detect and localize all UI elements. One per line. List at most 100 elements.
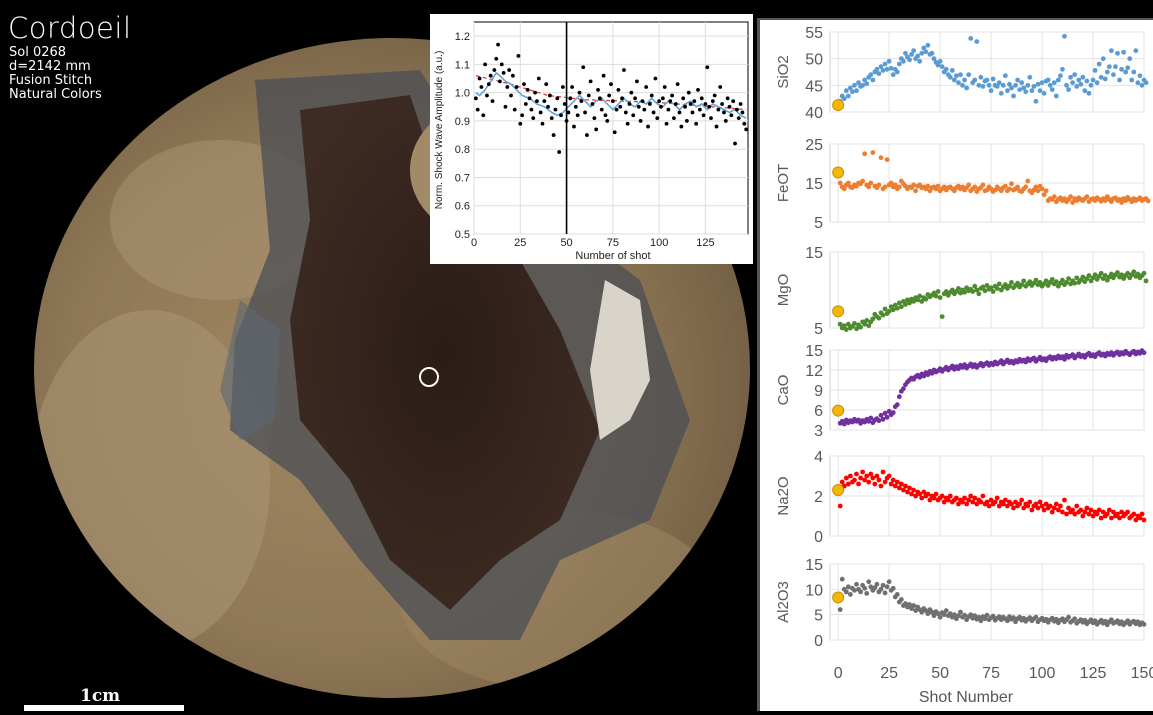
al2o3-data-point: [854, 581, 859, 587]
mgo-data-point: [880, 312, 886, 318]
shock-data-point: [647, 102, 652, 106]
mgo-data-point: [866, 323, 872, 329]
na2o-data-point: [1029, 507, 1035, 513]
shock-xtick-label: 75: [607, 237, 619, 249]
mgo-data-point: [845, 321, 851, 327]
feot-data-point: [1041, 192, 1047, 198]
feot-data-point: [1033, 184, 1039, 190]
mgo-data-point: [1119, 272, 1124, 278]
sio2-data-point: [1117, 77, 1122, 83]
shock-data-point: [577, 90, 582, 95]
na2o-data-point: [992, 499, 998, 505]
al2o3-data-point: [874, 581, 880, 587]
mgo-data-point: [956, 286, 961, 291]
shock-data-point: [694, 121, 699, 126]
mgo-data-point: [915, 297, 921, 303]
cao-ytick-label: 3: [814, 423, 823, 440]
shock-data-point: [696, 87, 700, 92]
shock-xtick-label: 125: [696, 237, 714, 249]
mgo-data-point: [890, 307, 896, 313]
shock-data-point: [481, 113, 486, 118]
mgo-data-point: [864, 318, 870, 323]
al2o3-data-point: [882, 590, 888, 596]
feot-data-point: [888, 180, 894, 186]
shock-ytick-label: 0.5: [455, 229, 470, 241]
na2o-data-point: [1025, 503, 1031, 509]
sio2-data-point: [921, 45, 927, 51]
al2o3-data-point: [1004, 618, 1010, 624]
al2o3-data-point: [880, 582, 886, 588]
sio2-data-point: [1068, 74, 1073, 80]
shock-data-point: [536, 76, 541, 81]
cao-reference-marker: [832, 404, 845, 417]
panels-xtick-label: 75: [982, 665, 1000, 682]
shock-plot-area: [473, 21, 749, 235]
sio2-data-point: [1123, 69, 1129, 75]
sio2-data-point: [966, 72, 972, 78]
sio2-data-point: [939, 64, 945, 70]
mgo-data-point: [1015, 280, 1020, 286]
na2o-data-point: [968, 493, 974, 499]
na2o-data-point: [854, 471, 859, 477]
na2o-data-point: [1062, 497, 1067, 503]
al2o3-data-point: [862, 585, 868, 591]
shock-data-point: [714, 124, 719, 129]
mgo-data-point: [843, 327, 849, 332]
mgo-ytick-label: 5: [814, 321, 823, 338]
sio2-data-point: [931, 56, 937, 62]
na2o-data-point: [901, 487, 906, 493]
sio2-data-point: [974, 39, 980, 44]
sio2-data-point: [1027, 74, 1033, 80]
mgo-data-point: [984, 283, 990, 288]
sio2-data-point: [919, 50, 925, 56]
feot-data-point: [972, 184, 978, 190]
al2o3-data-point: [984, 612, 990, 618]
sio2-data-point: [1041, 90, 1047, 96]
na2o-data-point: [905, 489, 910, 495]
mgo-data-point: [1002, 282, 1008, 288]
shock-data-point: [512, 107, 517, 112]
sio2-data-point: [868, 72, 874, 78]
sio2-ytick-label: 55: [805, 25, 823, 42]
shock-data-point: [703, 102, 708, 106]
shock-data-point: [520, 113, 525, 118]
sio2-data-point: [1113, 64, 1118, 70]
al2o3-data-point: [884, 584, 890, 590]
shock-data-point: [592, 116, 597, 121]
feot-data-point: [1070, 200, 1076, 205]
na2o-data-point: [898, 481, 904, 487]
feot-data-point: [860, 178, 866, 184]
sio2-data-point: [1090, 77, 1096, 83]
sio2-data-point: [1033, 98, 1039, 104]
mgo-data-point: [907, 300, 912, 306]
mgo-data-point: [858, 324, 863, 330]
panels-xtick-label: 50: [931, 665, 949, 682]
al2o3-data-point: [1092, 618, 1098, 624]
na2o-data-point: [1082, 509, 1088, 515]
mgo-data-point: [988, 285, 994, 291]
shock-data-point: [664, 121, 669, 126]
mgo-data-point: [1102, 273, 1108, 278]
mgo-data-point: [974, 287, 980, 293]
sio2-data-point: [978, 74, 984, 80]
sio2-data-point: [1053, 93, 1059, 99]
mgo-data-point: [876, 315, 882, 321]
sio2-data-point: [1111, 72, 1116, 78]
na2o-data-point: [1051, 505, 1057, 511]
na2o-data-point: [1055, 507, 1061, 513]
sio2-data-point: [1066, 87, 1071, 92]
feot-data-point: [1035, 188, 1041, 194]
sio2-data-point: [911, 48, 916, 54]
shock-data-point: [562, 102, 567, 106]
feot-data-point: [892, 182, 898, 188]
shock-data-point: [575, 113, 580, 118]
feot-data-point: [1119, 200, 1124, 205]
al2o3-data-point: [1053, 616, 1059, 622]
sio2-ytick-label: 50: [805, 52, 823, 69]
sio2-data-point: [1015, 77, 1020, 83]
cao-data-point: [890, 410, 896, 416]
mgo-ytick-label: 15: [805, 245, 823, 262]
na2o-data-point: [1041, 507, 1047, 513]
feot-ytick-label: 25: [805, 137, 823, 154]
feot-data-point: [1002, 183, 1008, 189]
